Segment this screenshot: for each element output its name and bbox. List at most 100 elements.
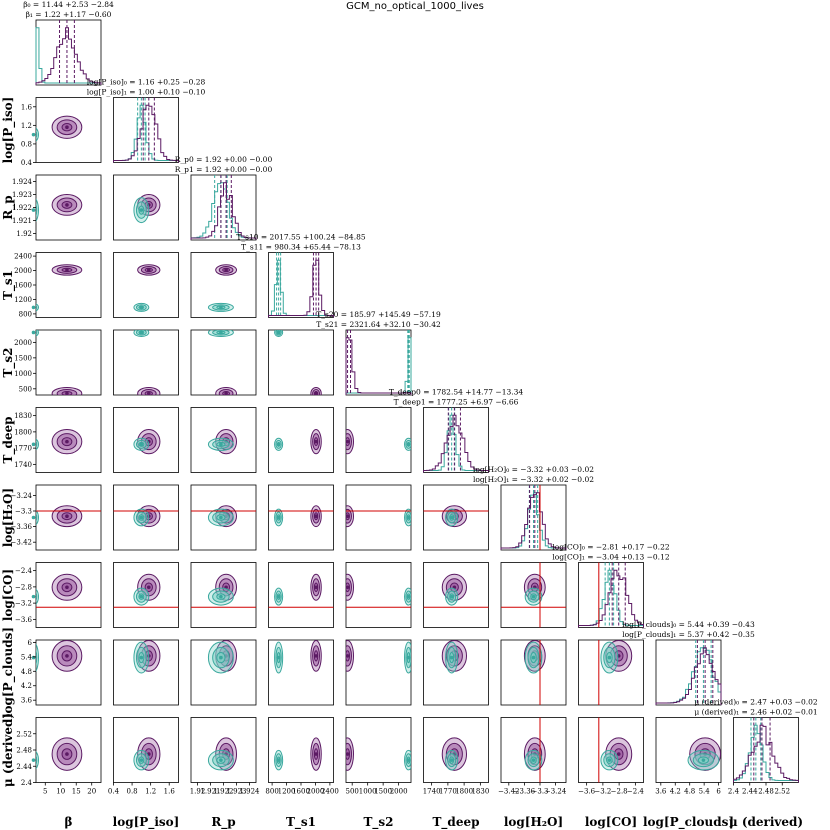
panel-frame-Ts2-logPclouds — [345, 639, 412, 706]
x-tick-label-logCO: −2.4 — [627, 788, 645, 796]
stat-annotation-Rp-run0: R_p0 = 1.92 +0.00 −0.00 — [175, 155, 273, 164]
stat-annotation-beta-run0: β₀ = 11.44 +2.53 −2.84 — [23, 0, 114, 9]
y-tick-label-Tdeep: 1740 — [14, 461, 32, 469]
contour-center-beta-mu-run1 — [31, 758, 36, 762]
contour-center-logPclouds-mu-run1 — [701, 758, 706, 762]
y-tick-label-Rp: 1.922 — [12, 204, 32, 212]
contour-center-beta-logPiso-run1 — [31, 132, 36, 137]
y-tick-label-logPiso: 1.2 — [21, 122, 32, 130]
stat-annotation-Ts2-run0: T_s20 = 185.97 +145.49 −57.19 — [316, 310, 441, 319]
stat-annotation-logCO-run0: log[CO]₀ = −2.81 +0.17 −0.22 — [552, 543, 669, 552]
x-tick-label-Rp: 1.921 — [200, 788, 220, 796]
contour-center-beta-mu-run0 — [65, 752, 69, 756]
x-tick-label-beta: 15 — [72, 788, 81, 796]
contour-center-Ts1-mu-run0 — [314, 752, 318, 756]
y-tick-label-logCO: −2.4 — [15, 567, 33, 575]
x-axis-label-logPiso: log[P_iso] — [113, 815, 180, 830]
contour-center-Ts2-Tdeep-run0 — [345, 439, 350, 444]
contour-center-Ts1-logH2O-run1 — [276, 515, 281, 520]
stat-annotation-Tdeep-run1: T_deep1 = 1777.25 +6.97 −6.66 — [394, 398, 519, 407]
contour-center-beta-logPclouds-run0 — [65, 654, 69, 658]
y-tick-label-logPiso: 0.8 — [21, 140, 32, 148]
y-tick-label-Tdeep: 1770 — [14, 445, 32, 453]
contour-center-logPiso-mu-run1 — [139, 758, 144, 762]
y-tick-label-Ts2: 2000 — [14, 339, 32, 347]
contour-center-logPiso-logCO-run0 — [146, 585, 151, 590]
x-tick-label-logPclouds: 4.8 — [684, 788, 695, 796]
x-tick-label-Rp: 1.92 — [190, 788, 206, 796]
contour-beta-Ts2-run1-level1 — [36, 330, 38, 335]
x-tick-label-logCO: −3.6 — [578, 788, 596, 796]
x-tick-label-logCO: −3.2 — [594, 788, 611, 796]
x-tick-label-logPiso: 0.8 — [127, 788, 138, 796]
panel-frame-Ts2-logH2O — [345, 484, 412, 551]
contour-center-Rp-Tdeep-run1 — [219, 442, 223, 447]
contour-center-Ts2-logH2O-run1 — [406, 515, 411, 520]
stat-annotation-logPclouds-run0: log[P_clouds]₀ = 5.44 +0.39 −0.43 — [622, 620, 755, 629]
stat-annotation-logH2O-run0: log[H₂O]₀ = −3.32 +0.03 −0.02 — [473, 465, 594, 474]
contour-beta-Ts1-run1-level1 — [36, 304, 38, 310]
x-tick-label-Ts1: 800 — [265, 788, 278, 796]
x-axis-label-beta: β — [65, 815, 73, 829]
x-tick-label-beta: 10 — [56, 788, 65, 796]
x-tick-label-mu: 2.44 — [742, 788, 758, 796]
y-tick-label-Rp: 1.923 — [12, 191, 32, 199]
x-tick-label-Rp: 1.922 — [213, 788, 233, 796]
contour-center-beta-Ts1-run1 — [31, 305, 36, 310]
y-tick-label-mu: 2.4 — [21, 779, 33, 787]
x-tick-label-logH2O: −3.3 — [532, 788, 549, 796]
contour-beta-logCO-run1-level1 — [36, 592, 38, 602]
stat-annotation-logCO-run1: log[CO]₁ = −3.04 +0.13 −0.12 — [552, 553, 669, 562]
y-tick-label-Tdeep: 1800 — [14, 428, 32, 436]
stat-annotation-Rp-run1: R_p1 = 1.92 +0.00 −0.00 — [175, 165, 273, 174]
stat-annotation-logPiso-run0: log[P_iso]₀ = 1.16 +0.25 −0.28 — [87, 78, 206, 87]
y-tick-label-logCO: −3.2 — [15, 600, 32, 608]
y-tick-label-logH2O: −3.24 — [11, 492, 33, 500]
contour-beta-logPiso-run1-level1 — [36, 130, 38, 139]
contour-center-beta-Ts2-run0 — [65, 391, 69, 396]
y-tick-label-Rp: 1.924 — [12, 178, 33, 186]
contour-center-logH2O-logPclouds-run1 — [531, 655, 536, 660]
contour-center-Ts1-Ts2-run0 — [314, 391, 318, 396]
y-axis-label-mu: μ (derived) — [1, 713, 15, 787]
contour-center-Rp-Ts1-run1 — [219, 305, 223, 310]
x-tick-label-Ts2: 500 — [346, 788, 359, 796]
contour-center-Rp-mu-run1 — [219, 758, 223, 762]
contour-center-logPiso-logCO-run1 — [139, 594, 144, 599]
y-tick-label-logH2O: −3.42 — [11, 539, 32, 547]
x-axis-label-logPclouds: log[P_clouds] — [643, 815, 734, 830]
panel-frame-logPiso-Ts1 — [113, 252, 179, 318]
contour-center-logPiso-Ts2-run1 — [139, 330, 144, 335]
y-axis-label-logPclouds: log[P_clouds] — [1, 627, 16, 718]
y-tick-label-Ts2: 1500 — [14, 354, 32, 362]
panel-frame-Rp-logCO — [190, 562, 257, 628]
y-tick-label-logPiso: 0.4 — [21, 159, 33, 167]
y-axis-label-Ts1: T_s1 — [1, 270, 16, 300]
x-tick-label-logPiso: 0.4 — [108, 788, 120, 796]
contour-center-beta-Ts2-run1 — [31, 330, 36, 335]
contour-center-Ts1-logPclouds-run0 — [314, 654, 318, 658]
x-tick-label-logH2O: −3.36 — [514, 788, 536, 796]
histogram-mu-run0 — [733, 724, 799, 783]
panel-frame-Ts1-Ts1 — [268, 252, 334, 318]
contour-beta-mu-run1-level1 — [36, 754, 38, 766]
y-tick-label-logH2O: −3.3 — [15, 508, 32, 516]
histogram-logCO-run0 — [578, 569, 644, 628]
x-axis-label-Tdeep: T_deep — [433, 815, 480, 830]
contour-center-Ts1-logCO-run0 — [314, 585, 318, 590]
contour-center-Ts1-Tdeep-run0 — [314, 439, 318, 444]
panel-frame-Ts2-Tdeep — [345, 407, 412, 473]
histogram-beta-run0 — [35, 27, 102, 85]
contour-center-Ts2-mu-run0 — [345, 752, 350, 756]
contour-center-beta-logCO-run0 — [65, 585, 69, 590]
x-axis-label-logCO: log[CO] — [585, 815, 637, 829]
contour-center-logPiso-Tdeep-run1 — [139, 442, 144, 447]
contour-beta-Rp-run1-level1 — [36, 203, 38, 217]
x-tick-label-Tdeep: 1740 — [423, 788, 441, 796]
x-tick-label-logH2O: −3.42 — [498, 788, 519, 796]
stat-annotation-beta-run1: β₁ = 1.22 +1.17 −0.60 — [26, 10, 112, 19]
contour-beta-logPclouds-run1-level1 — [36, 649, 38, 666]
chart-title: GCM_no_optical_1000_lives — [346, 1, 484, 12]
contour-center-beta-logH2O-run1 — [31, 515, 36, 520]
x-tick-label-logPiso: 1.6 — [164, 788, 176, 796]
